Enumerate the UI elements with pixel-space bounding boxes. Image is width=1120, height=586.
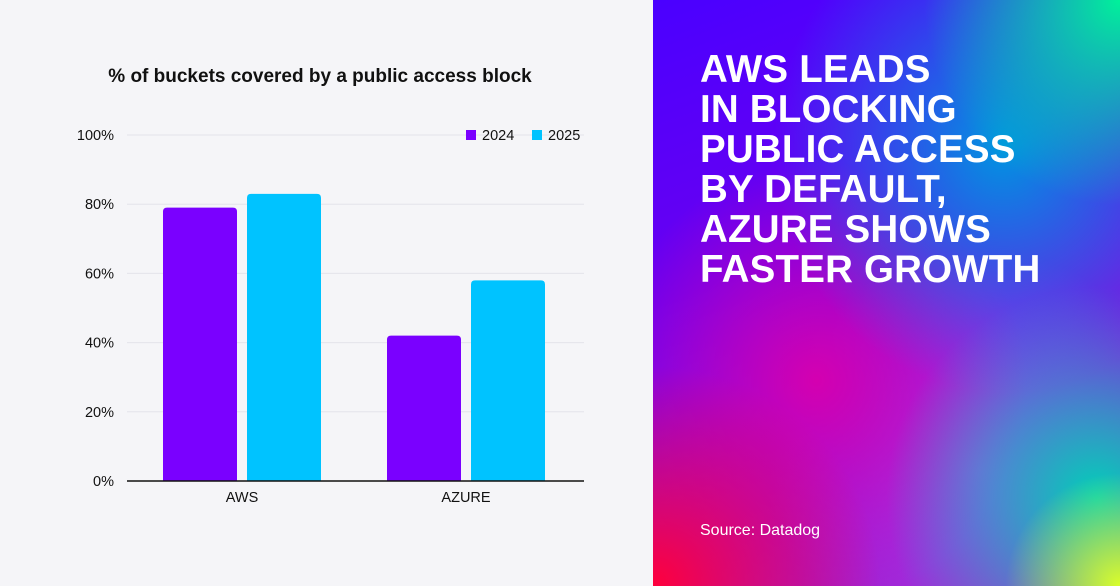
source-note: Source: Datadog: [700, 522, 821, 539]
legend-swatch-2024: [466, 130, 476, 140]
x-tick-label: AZURE: [441, 490, 490, 506]
y-tick-label: 100%: [77, 128, 114, 144]
x-tick-label: AWS: [226, 490, 259, 506]
bar-azure-2025: [471, 280, 545, 481]
bar-chart: 0% 20% 40% 60% 80% 100% AWS AZURE 2024 2025: [77, 128, 584, 506]
y-tick-label: 80%: [85, 197, 114, 213]
y-tick-label: 20%: [85, 405, 114, 421]
legend-swatch-2025: [532, 130, 542, 140]
headline-panel: AWS LEADS IN BLOCKING PUBLIC ACCESS BY D…: [653, 0, 1120, 586]
y-tick-label: 40%: [85, 336, 114, 352]
legend-label: 2024: [482, 128, 514, 144]
bar-aws-2024: [163, 207, 237, 481]
headline: AWS LEADS IN BLOCKING PUBLIC ACCESS BY D…: [700, 48, 1041, 291]
bar-azure-2024: [387, 335, 461, 481]
chart-panel: % of buckets covered by a public access …: [76, 66, 584, 506]
chart-title: % of buckets covered by a public access …: [108, 66, 532, 87]
y-tick-label: 60%: [85, 266, 114, 282]
y-tick-label: 0%: [93, 474, 114, 490]
legend-label: 2025: [548, 128, 580, 144]
bar-aws-2025: [247, 193, 321, 481]
